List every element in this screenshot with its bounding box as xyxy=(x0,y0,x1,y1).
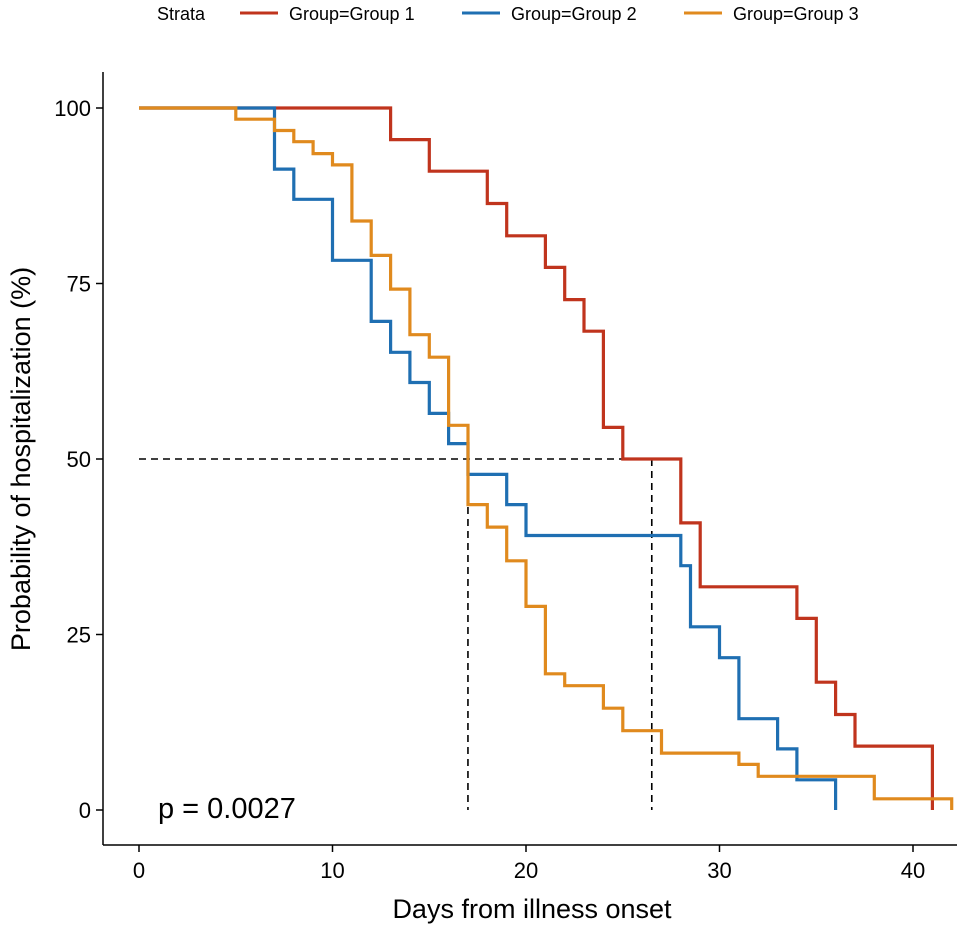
survival-curves xyxy=(139,106,954,810)
x-tick-label: 0 xyxy=(133,858,145,883)
p-value-annotation: p = 0.0027 xyxy=(158,793,296,825)
y-tick-label: 100 xyxy=(54,96,91,121)
legend-label-group-2: Group=Group 2 xyxy=(511,4,637,24)
km-curve-group-group-1 xyxy=(139,106,934,810)
median-reference-lines xyxy=(139,458,653,810)
y-tick-label: 25 xyxy=(67,623,91,648)
x-tick-label: 10 xyxy=(320,858,344,883)
km-curve-group-group-3 xyxy=(139,106,954,810)
axis-ticks: 0 10 20 30 40 0 25 50 75 100 xyxy=(54,96,925,883)
legend-title: Strata xyxy=(157,4,206,24)
y-axis-title: Probability of hospitalization (%) xyxy=(6,267,36,651)
legend-label-group-3: Group=Group 3 xyxy=(733,4,859,24)
x-tick-label: 30 xyxy=(707,858,731,883)
x-tick-label: 40 xyxy=(901,858,925,883)
legend-label-group-1: Group=Group 1 xyxy=(289,4,415,24)
y-tick-label: 50 xyxy=(67,447,91,472)
legend: Strata Group=Group 1 Group=Group 2 Group… xyxy=(157,4,859,24)
x-tick-label: 20 xyxy=(514,858,538,883)
x-axis-title: Days from illness onset xyxy=(392,894,672,924)
y-tick-label: 75 xyxy=(67,272,91,297)
y-tick-label: 0 xyxy=(79,798,91,823)
